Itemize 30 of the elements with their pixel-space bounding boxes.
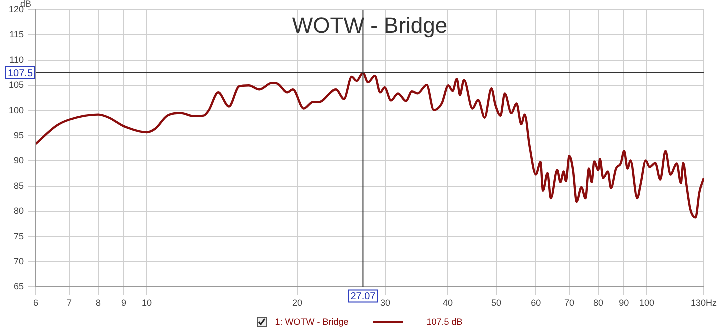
x-tick-label: 100 — [639, 298, 655, 308]
y-tick-label: 65 — [14, 282, 24, 292]
text: 107.5 dB — [426, 317, 463, 327]
y-tick-label: 80 — [14, 206, 24, 216]
y-tick-label: 75 — [14, 231, 24, 242]
y-tick-label: 115 — [10, 30, 24, 40]
ref-line-label: 107.5 — [8, 68, 34, 80]
x-tick-label: 10 — [142, 298, 152, 308]
ref-line-label: 27.07 — [350, 291, 376, 302]
x-tick-label: 80 — [594, 298, 604, 308]
y-tick-label: 105 — [8, 80, 24, 90]
x-tick-label: 8 — [96, 298, 101, 308]
x-tick-label: 130Hz — [690, 298, 718, 308]
x-tick-label: 20 — [292, 298, 302, 308]
x-tick-label: 7 — [66, 298, 72, 308]
x-tick-label: 90 — [619, 298, 630, 308]
x-tick-label: 40 — [443, 298, 454, 308]
x-tick-label: 30 — [380, 298, 391, 308]
x-tick-label: 6 — [33, 298, 39, 308]
y-tick-label: 70 — [14, 256, 24, 266]
y-tick-label: 95 — [14, 130, 24, 140]
x-tick-label: 9 — [122, 298, 127, 308]
y-tick-label: 90 — [14, 156, 24, 166]
y-tick-label: 85 — [14, 180, 24, 191]
y-tick-label: 100 — [8, 105, 24, 116]
x-tick-label: 50 — [491, 298, 502, 308]
x-tick-label: 60 — [531, 298, 542, 308]
text: 1: WOTW - Bridge — [275, 317, 349, 327]
x-tick-label: 70 — [564, 298, 575, 308]
y-tick-label: 110 — [10, 54, 24, 65]
